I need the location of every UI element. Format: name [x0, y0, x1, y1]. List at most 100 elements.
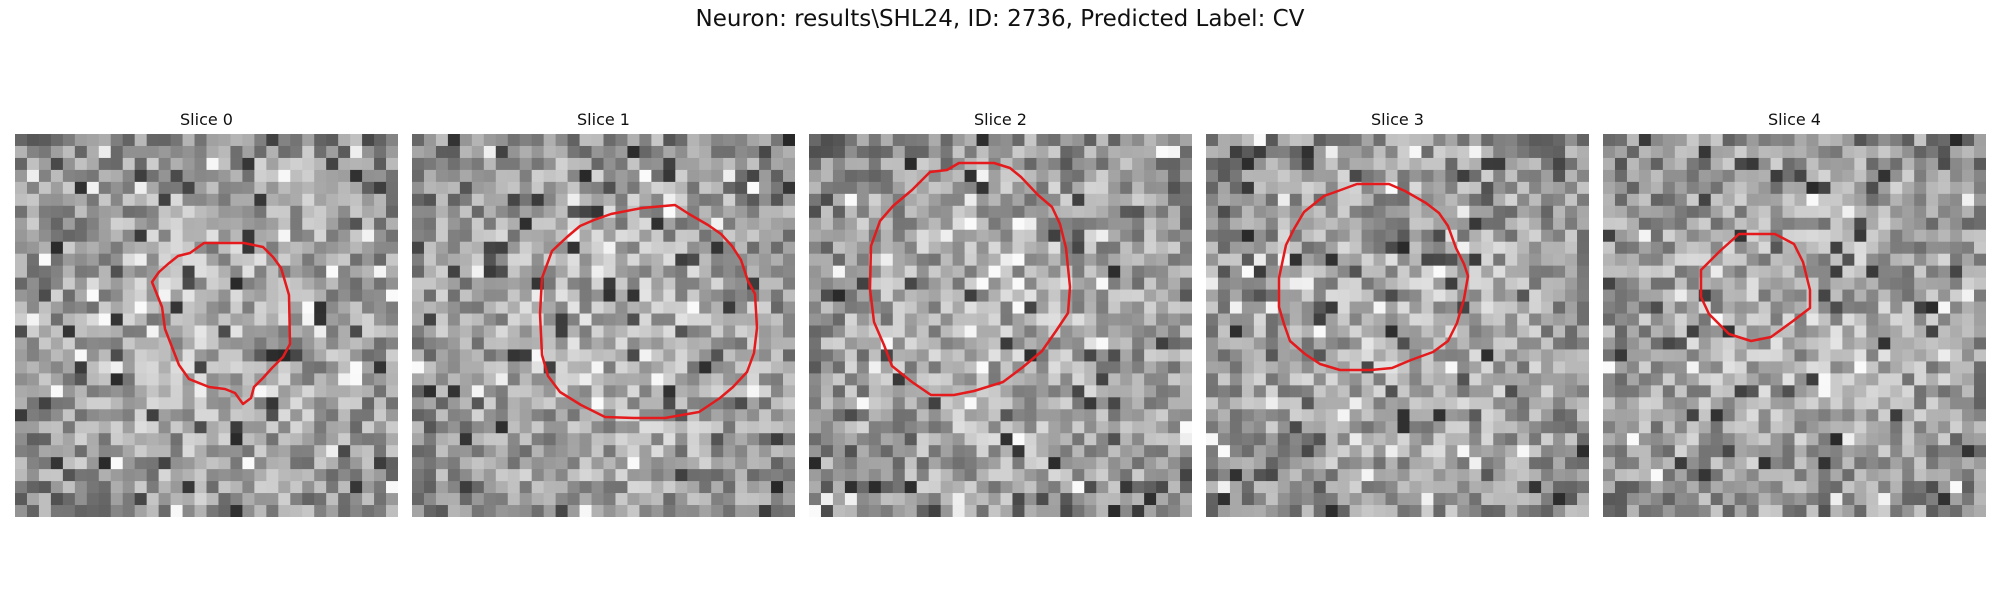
image-pixel	[1156, 265, 1169, 279]
image-pixel	[639, 373, 652, 386]
image-pixel	[1060, 169, 1073, 183]
image-pixel	[723, 301, 736, 315]
image-pixel	[675, 193, 688, 207]
image-pixel	[86, 289, 100, 303]
image-pixel	[1854, 134, 1867, 147]
slice-2-label: Slice 2	[974, 110, 1027, 129]
image-pixel	[290, 433, 303, 446]
image-pixel	[1409, 229, 1422, 243]
image-pixel	[1409, 373, 1422, 386]
image-pixel	[326, 349, 339, 362]
image-pixel	[1553, 205, 1566, 219]
image-pixel	[1782, 145, 1795, 159]
image-pixel	[495, 277, 509, 291]
image-pixel	[1662, 409, 1676, 422]
image-pixel	[555, 134, 569, 147]
image-pixel	[952, 373, 966, 386]
image-pixel	[519, 229, 533, 243]
image-pixel	[1120, 289, 1133, 303]
image-pixel	[747, 217, 760, 231]
image-pixel	[447, 349, 461, 362]
image-pixel	[1481, 289, 1494, 303]
image-pixel	[459, 145, 473, 159]
image-pixel	[988, 481, 1001, 494]
image-pixel	[1493, 313, 1506, 326]
image-pixel	[170, 217, 184, 231]
image-pixel	[1156, 481, 1169, 494]
image-pixel	[952, 325, 966, 338]
image-pixel	[699, 313, 712, 326]
image-pixel	[663, 277, 676, 291]
image-pixel	[723, 289, 736, 303]
image-pixel	[809, 289, 822, 303]
image-pixel	[62, 217, 76, 231]
image-pixel	[86, 217, 100, 231]
image-pixel	[1301, 337, 1315, 350]
image-pixel	[928, 217, 942, 231]
image-pixel	[928, 229, 942, 243]
image-pixel	[1229, 181, 1243, 195]
image-pixel	[15, 289, 28, 303]
image-pixel	[98, 277, 112, 291]
image-pixel	[1313, 313, 1327, 326]
image-pixel	[1156, 169, 1169, 183]
image-pixel	[362, 445, 375, 458]
image-pixel	[699, 265, 712, 279]
image-pixel	[1890, 229, 1903, 243]
image-pixel	[38, 205, 52, 219]
image-pixel	[362, 145, 375, 159]
image-pixel	[1614, 433, 1628, 446]
image-pixel	[447, 445, 461, 458]
image-pixel	[1902, 301, 1915, 315]
image-pixel	[1577, 229, 1589, 243]
image-pixel	[844, 229, 858, 243]
image-pixel	[110, 397, 124, 410]
image-pixel	[1782, 433, 1795, 446]
image-pixel	[1096, 169, 1109, 183]
image-pixel	[1866, 217, 1879, 231]
image-pixel	[38, 169, 52, 183]
image-pixel	[1710, 217, 1724, 231]
image-pixel	[591, 265, 604, 279]
image-pixel	[1433, 169, 1446, 183]
image-pixel	[242, 205, 255, 219]
image-pixel	[579, 493, 593, 506]
image-pixel	[134, 445, 148, 458]
image-pixel	[386, 193, 398, 207]
image-pixel	[170, 469, 184, 482]
image-pixel	[350, 265, 363, 279]
image-pixel	[1734, 457, 1748, 470]
image-pixel	[747, 397, 760, 410]
image-pixel	[146, 169, 160, 183]
image-pixel	[1565, 181, 1578, 195]
image-pixel	[832, 373, 846, 386]
image-pixel	[1734, 409, 1748, 422]
image-pixel	[1553, 265, 1566, 279]
image-pixel	[110, 433, 124, 446]
image-pixel	[555, 481, 569, 494]
image-pixel	[1168, 217, 1181, 231]
image-pixel	[1361, 193, 1375, 207]
image-pixel	[639, 265, 652, 279]
image-pixel	[699, 469, 712, 482]
image-pixel	[423, 505, 437, 517]
image-pixel	[62, 145, 76, 159]
image-pixel	[711, 505, 724, 517]
image-pixel	[266, 253, 279, 267]
image-pixel	[1084, 313, 1097, 326]
image-pixel	[651, 181, 664, 195]
image-pixel	[988, 193, 1001, 207]
image-pixel	[386, 205, 398, 219]
image-pixel	[832, 385, 846, 398]
image-pixel	[1325, 313, 1339, 326]
image-pixel	[856, 193, 870, 207]
image-pixel	[1577, 361, 1589, 374]
image-pixel	[206, 373, 219, 386]
image-pixel	[386, 301, 398, 315]
image-pixel	[146, 253, 160, 267]
image-pixel	[1206, 301, 1219, 315]
image-pixel	[447, 241, 461, 255]
image-pixel	[1397, 457, 1410, 470]
image-pixel	[1926, 181, 1939, 195]
image-pixel	[1445, 277, 1458, 291]
